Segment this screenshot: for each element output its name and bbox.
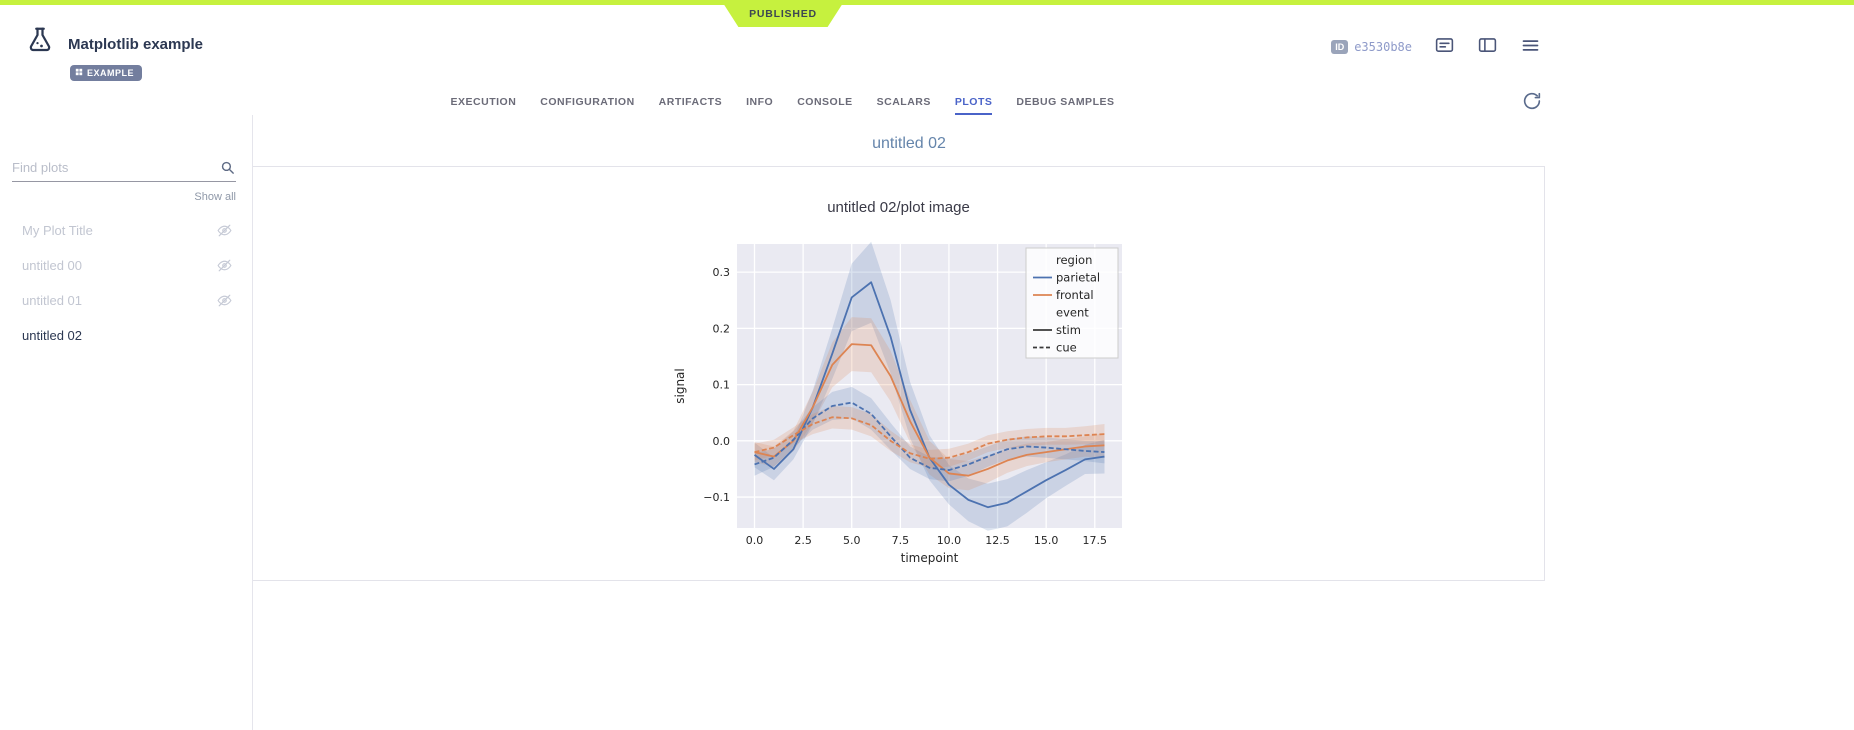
svg-text:2.5: 2.5 (794, 534, 812, 547)
brand-top-bar (0, 0, 1854, 5)
visibility-toggle-button[interactable] (216, 292, 233, 309)
eye-off-icon (217, 294, 232, 307)
visibility-toggle-button[interactable] (216, 222, 233, 239)
tab-console[interactable]: CONSOLE (797, 95, 853, 108)
svg-text:7.5: 7.5 (891, 534, 909, 547)
plot-item-label: My Plot Title (22, 223, 93, 238)
plot-title: untitled 02/plot image (827, 199, 970, 216)
plots-sidebar: Show all My Plot Title untitled 00 (0, 115, 253, 730)
svg-text:0.3: 0.3 (712, 266, 730, 279)
status-badge: PUBLISHED (721, 0, 845, 27)
svg-text:12.5: 12.5 (985, 534, 1010, 547)
svg-text:signal: signal (673, 368, 687, 404)
clearml-app: PUBLISHED Matplotlib example EXAMPLE ID … (0, 0, 1565, 730)
tab-bar: EXECUTION CONFIGURATION ARTIFACTS INFO C… (0, 88, 1565, 115)
search-field (12, 155, 236, 182)
tab-info[interactable]: INFO (746, 95, 774, 108)
svg-text:5.0: 5.0 (842, 534, 860, 547)
plot-image[interactable]: 0.0 2.5 5.0 7.5 10.0 12.5 15.0 17.5 −0.1 0.0 0.1 0.… (253, 238, 1544, 578)
experiment-id-chip[interactable]: ID e3530b8e (1331, 40, 1412, 54)
plot-item-label: untitled 02 (22, 328, 82, 343)
tab-artifacts[interactable]: ARTIFACTS (658, 95, 723, 108)
experiment-tag[interactable]: EXAMPLE (70, 65, 143, 81)
svg-text:0.2: 0.2 (712, 322, 730, 335)
tag-icon (75, 68, 83, 78)
show-all-link[interactable]: Show all (194, 191, 236, 203)
svg-text:0.0: 0.0 (712, 435, 730, 448)
plot-list-item-selected[interactable]: untitled 02 (0, 318, 252, 353)
svg-text:0.1: 0.1 (712, 379, 730, 392)
plots-content: untitled 02 untitled 02/plot image 0.0 2.… (253, 115, 1565, 730)
header-actions: ID e3530b8e (1331, 35, 1541, 59)
tab-debug-samples[interactable]: DEBUG SAMPLES (1016, 95, 1115, 108)
eye-off-icon (217, 224, 232, 237)
id-badge: ID (1331, 40, 1349, 54)
plot-list-item[interactable]: untitled 00 (0, 248, 252, 283)
auto-refresh-button[interactable] (1521, 90, 1543, 115)
comments-button[interactable] (1434, 35, 1455, 59)
tag-label: EXAMPLE (87, 68, 135, 78)
plot-list-item[interactable]: untitled 01 (0, 283, 252, 318)
refresh-icon (1521, 92, 1543, 115)
experiment-title: Matplotlib example (68, 36, 204, 53)
svg-text:stim: stim (1056, 323, 1081, 337)
svg-text:frontal: frontal (1056, 288, 1094, 302)
experiment-flask-icon[interactable] (24, 25, 56, 60)
visibility-toggle-button[interactable] (216, 257, 233, 274)
eye-off-icon (217, 259, 232, 272)
fmri-line-chart[interactable]: 0.0 2.5 5.0 7.5 10.0 12.5 15.0 17.5 −0.1 0.0 0.1 0.… (664, 238, 1134, 578)
details-panel-button[interactable] (1477, 35, 1498, 59)
tab-scalars[interactable]: SCALARS (876, 95, 931, 108)
plot-item-label: untitled 01 (22, 293, 82, 308)
content-area: Show all My Plot Title untitled 00 (0, 115, 1565, 730)
search-input[interactable] (12, 155, 236, 182)
plot-list: My Plot Title untitled 00 (0, 213, 252, 353)
tab-configuration[interactable]: CONFIGURATION (540, 95, 635, 108)
comment-icon (1434, 35, 1455, 59)
svg-text:15.0: 15.0 (1033, 534, 1058, 547)
tab-execution[interactable]: EXECUTION (450, 95, 517, 108)
svg-text:10.0: 10.0 (936, 534, 961, 547)
plot-item-label: untitled 00 (22, 258, 82, 273)
tabs: EXECUTION CONFIGURATION ARTIFACTS INFO C… (0, 88, 1565, 115)
layout-panel-icon (1477, 35, 1498, 59)
plot-group-title: untitled 02 (872, 135, 946, 152)
search-icon (219, 159, 236, 181)
svg-text:event: event (1056, 306, 1089, 320)
menu-button[interactable] (1520, 35, 1541, 59)
svg-text:parietal: parietal (1056, 271, 1100, 285)
hamburger-menu-icon (1520, 35, 1541, 59)
svg-text:17.5: 17.5 (1082, 534, 1107, 547)
svg-text:−0.1: −0.1 (703, 491, 730, 504)
plot-list-item[interactable]: My Plot Title (0, 213, 252, 248)
plot-card: untitled 02/plot image 0.0 2.5 5.0 7.5 10.0 1… (253, 166, 1545, 581)
svg-text:region: region (1056, 253, 1092, 267)
svg-text:timepoint: timepoint (900, 551, 958, 565)
id-value: e3530b8e (1354, 40, 1412, 54)
tab-plots[interactable]: PLOTS (954, 88, 993, 115)
svg-text:cue: cue (1056, 341, 1077, 355)
svg-text:0.0: 0.0 (745, 534, 763, 547)
